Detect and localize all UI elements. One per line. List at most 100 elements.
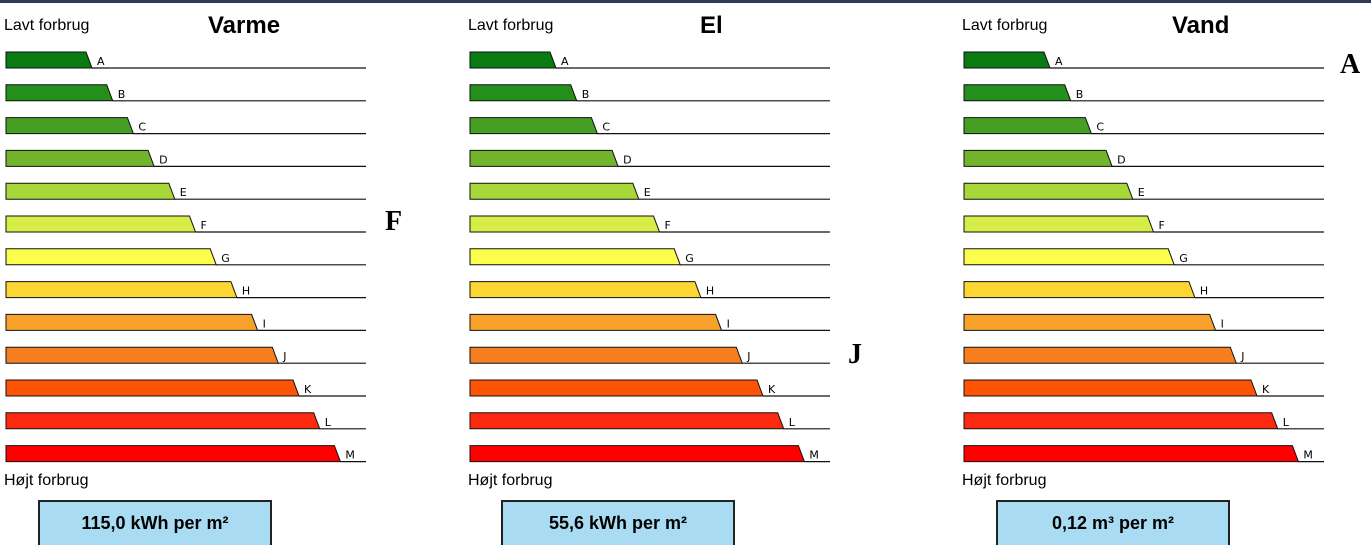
rating-label-a: A — [97, 55, 105, 68]
consumption-value: 55,6 kWh per m² — [548, 513, 688, 533]
rating-label-g: G — [685, 252, 694, 265]
rating-letter-vand: A — [1340, 49, 1361, 80]
rating-bar-k — [469, 379, 764, 397]
rating-bar-j — [5, 346, 280, 364]
rating-label-i: I — [263, 317, 266, 330]
rating-label-f: F — [201, 219, 207, 232]
rating-scale-chart: A B C D E F G H I J K L M — [5, 51, 366, 463]
rating-label-m: M — [345, 449, 355, 462]
rating-bar-d — [963, 149, 1113, 167]
rating-label-e: E — [1138, 186, 1145, 199]
rating-label-f: F — [1159, 219, 1165, 232]
panel-title: Varme — [208, 12, 281, 39]
rating-bar-c — [963, 117, 1093, 135]
rating-bar-m — [5, 445, 342, 463]
rating-label-h: H — [706, 285, 714, 298]
rating-label-j: J — [746, 350, 750, 363]
rating-label-k: K — [768, 383, 776, 396]
rating-bar-b — [5, 84, 114, 102]
rating-bar-j — [963, 346, 1238, 364]
high-consumption-label: Højt forbrug — [4, 472, 89, 489]
rating-label-f: F — [665, 219, 671, 232]
rating-bar-e — [469, 182, 640, 200]
rating-bar-m — [469, 445, 806, 463]
rating-label-a: A — [561, 55, 569, 68]
rating-bar-m — [963, 445, 1300, 463]
rating-bar-j — [469, 346, 744, 364]
low-consumption-label: Lavt forbrug — [468, 17, 554, 34]
rating-bar-f — [963, 215, 1155, 233]
rating-label-h: H — [242, 285, 250, 298]
rating-bar-h — [469, 281, 702, 299]
rating-bar-c — [5, 117, 135, 135]
rating-bar-i — [469, 313, 723, 331]
rating-bar-d — [5, 149, 155, 167]
rating-bar-h — [963, 281, 1196, 299]
rating-letter-el: J — [848, 339, 862, 370]
low-consumption-label: Lavt forbrug — [4, 17, 90, 34]
rating-scale-chart: A B C D E F G H I J K L M — [963, 51, 1324, 463]
rating-bar-d — [469, 149, 619, 167]
rating-scale-chart: A B C D E F G H I J K L M — [469, 51, 830, 463]
rating-bar-a — [469, 51, 557, 69]
rating-label-d: D — [623, 153, 631, 166]
rating-bar-b — [963, 84, 1072, 102]
rating-label-b: B — [582, 88, 590, 101]
rating-bar-i — [5, 313, 259, 331]
panel-vand: Lavt forbrug Vand A B C D E F G H I J K L M Højt for… — [958, 0, 1358, 545]
rating-bar-b — [469, 84, 578, 102]
rating-label-e: E — [644, 186, 651, 199]
consumption-value: 0,12 m³ per m² — [1051, 513, 1175, 533]
rating-bar-g — [963, 248, 1175, 266]
rating-label-l: L — [789, 416, 796, 429]
rating-label-l: L — [325, 416, 332, 429]
rating-label-a: A — [1055, 55, 1063, 68]
rating-label-g: G — [1179, 252, 1188, 265]
rating-bar-f — [5, 215, 197, 233]
high-consumption-label: Højt forbrug — [468, 472, 553, 489]
rating-bar-l — [963, 412, 1279, 430]
rating-label-l: L — [1283, 416, 1290, 429]
rating-bar-h — [5, 281, 238, 299]
rating-bar-k — [963, 379, 1258, 397]
rating-letter-varme: F — [385, 206, 403, 237]
rating-label-m: M — [809, 449, 819, 462]
consumption-value-box: 0,12 m³ per m² — [996, 500, 1230, 545]
rating-bar-g — [469, 248, 681, 266]
consumption-value-box: 115,0 kWh per m² — [38, 500, 272, 545]
rating-label-m: M — [1303, 449, 1313, 462]
rating-label-g: G — [221, 252, 230, 265]
rating-label-b: B — [118, 88, 126, 101]
rating-label-k: K — [304, 383, 312, 396]
rating-label-b: B — [1076, 88, 1084, 101]
top-border — [0, 0, 1371, 3]
rating-label-i: I — [1221, 317, 1224, 330]
rating-bar-a — [5, 51, 93, 69]
panel-title: El — [700, 12, 723, 39]
consumption-value: 115,0 kWh per m² — [81, 513, 229, 533]
rating-label-j: J — [282, 350, 286, 363]
rating-bar-l — [5, 412, 321, 430]
rating-label-c: C — [138, 121, 146, 134]
rating-bar-i — [963, 313, 1217, 331]
panel-varme: Lavt forbrug Varme A B C D E F G H I J K L M Højt fo… — [0, 0, 400, 545]
rating-bar-c — [469, 117, 599, 135]
rating-bar-k — [5, 379, 300, 397]
high-consumption-label: Højt forbrug — [962, 472, 1047, 489]
rating-label-h: H — [1200, 285, 1208, 298]
rating-bar-e — [5, 182, 176, 200]
rating-bar-g — [5, 248, 217, 266]
rating-label-d: D — [159, 153, 167, 166]
rating-bar-f — [469, 215, 661, 233]
rating-label-i: I — [727, 317, 730, 330]
low-consumption-label: Lavt forbrug — [962, 17, 1048, 34]
rating-label-j: J — [1240, 350, 1244, 363]
rating-label-d: D — [1117, 153, 1125, 166]
panel-title: Vand — [1172, 12, 1230, 39]
panel-el: Lavt forbrug El A B C D E F G H I J K L M Højt forbr… — [464, 0, 864, 545]
rating-label-k: K — [1262, 383, 1270, 396]
rating-label-c: C — [1096, 121, 1104, 134]
rating-bar-e — [963, 182, 1134, 200]
rating-label-e: E — [180, 186, 187, 199]
consumption-value-box: 55,6 kWh per m² — [501, 500, 735, 545]
